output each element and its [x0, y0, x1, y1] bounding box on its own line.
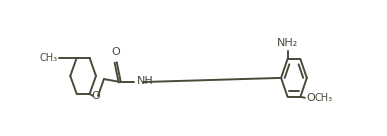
Text: CH₃: CH₃ — [314, 93, 332, 103]
Text: O: O — [91, 91, 100, 101]
Text: O: O — [307, 93, 315, 103]
Text: NH: NH — [137, 76, 153, 86]
Text: CH₃: CH₃ — [40, 53, 58, 63]
Text: NH₂: NH₂ — [277, 38, 298, 48]
Text: O: O — [111, 47, 120, 57]
